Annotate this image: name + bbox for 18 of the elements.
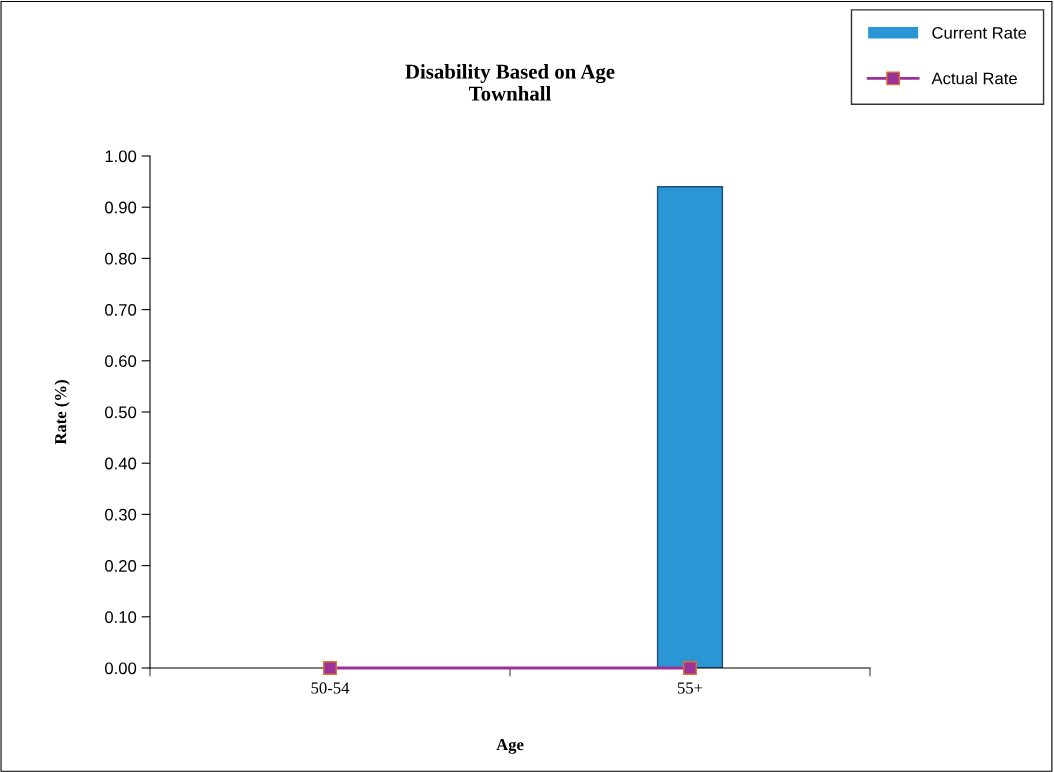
y-tick-label: 0.60 bbox=[105, 355, 137, 367]
y-tick-label: 0.90 bbox=[105, 201, 137, 214]
y-tick-label: 0.50 bbox=[105, 406, 137, 419]
y-tick-label: 0.20 bbox=[105, 560, 137, 572]
y-tick-label: 0.30 bbox=[105, 508, 137, 521]
y-tick-label: 0.70 bbox=[105, 304, 137, 316]
y-tick-label: 1.00 bbox=[105, 150, 137, 163]
y-tick-label: 0.00 bbox=[105, 662, 137, 675]
x-tick-label: 55+ bbox=[677, 682, 703, 694]
x-tick-label: 50-54 bbox=[311, 682, 350, 694]
x-axis-title: Age bbox=[496, 739, 524, 754]
y-tick-label: 0.40 bbox=[105, 457, 137, 470]
legend-label: Actual Rate bbox=[931, 72, 1017, 85]
y-tick-label: 0.80 bbox=[105, 252, 137, 265]
y-axis-title: Rate (%) bbox=[54, 380, 70, 445]
legend-label: Current Rate bbox=[932, 26, 1027, 39]
chart-title: Disability Based on Age Townhall bbox=[405, 64, 615, 101]
y-tick-label: 0.10 bbox=[105, 611, 137, 623]
